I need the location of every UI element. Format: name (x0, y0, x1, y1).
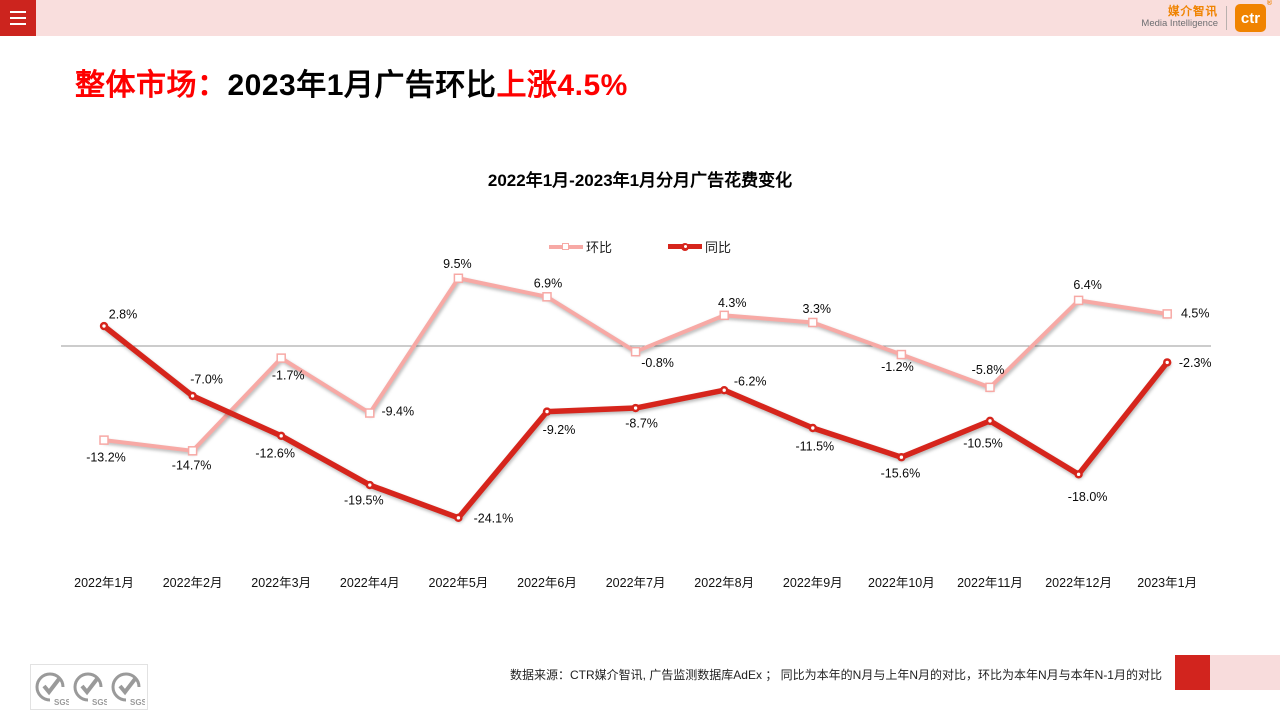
marker-环比 (542, 292, 552, 302)
x-axis-label: 2022年9月 (782, 576, 843, 590)
marker-环比 (985, 382, 995, 393)
x-axis-label: 2022年3月 (251, 576, 312, 590)
registered-mark: ® (1266, 0, 1272, 7)
huanbi-line-marker-icon (548, 240, 583, 254)
page-title: 整体市场：2023年1月广告环比上涨4.5% (75, 60, 628, 104)
x-axis-label: 2022年1月 (74, 576, 134, 590)
legend-item-huanbi: 环比 (548, 237, 612, 256)
x-axis-label: 2022年10月 (868, 576, 935, 590)
data-label-同比: 2.8% (109, 308, 138, 322)
brand-divider (1226, 6, 1227, 30)
x-axis: 2022年1月 2022年2月 2022年3月 2022年4月 2022年5月 2022年… (0, 572, 1280, 592)
data-label-同比: -2.3% (1179, 356, 1212, 370)
data-label-环比: -13.2% (86, 451, 126, 465)
marker-环比 (365, 408, 375, 418)
data-label-同比: -11.5% (795, 439, 834, 453)
data-label-同比: -10.5% (963, 436, 1003, 450)
svg-text:SGS: SGS (54, 698, 69, 707)
data-label-同比: -12.6% (255, 446, 295, 460)
brand-name-en: Media Intelligence (1141, 18, 1218, 30)
data-label-环比: -1.7% (272, 369, 305, 383)
data-label-同比: -7.0% (190, 372, 223, 386)
x-axis-label: 2023年1月 (1137, 576, 1198, 590)
marker-环比 (808, 317, 818, 328)
hamburger-menu-icon[interactable] (0, 0, 36, 36)
marker-环比 (187, 446, 198, 456)
x-axis-label: 2022年4月 (339, 576, 400, 590)
data-label-同比: -9.2% (543, 423, 576, 437)
x-axis-label: 2022年12月 (1045, 576, 1112, 590)
x-axis-label: 2022年8月 (694, 576, 755, 590)
line-chart: -13.2% -14.7% -1.7% -9.4% 9.5% 6.9% -0.8% 4.3% 3… (61, 257, 1212, 525)
sgs-badge-icon: SGS (109, 667, 145, 707)
marker-环比 (630, 346, 641, 357)
sgs-badge-icon: SGS (33, 667, 69, 707)
page-title-middle: 2023年1月广告环比 (227, 69, 497, 102)
data-source-note: 数据来源：CTR媒介智讯, 广告监测数据库AdEx ； 同比为本年的N月与上年N… (509, 668, 1162, 682)
x-axis-label: 2022年5月 (428, 576, 489, 590)
page-title-prefix: 整体市场： (75, 69, 228, 102)
marker-环比 (453, 273, 464, 284)
brand-name-cn: 媒介智讯 (1168, 6, 1218, 19)
x-axis-label: 2022年6月 (517, 576, 577, 590)
data-label-环比: 9.5% (443, 257, 472, 271)
data-label-同比: -6.2% (734, 375, 767, 389)
data-label-同比: -15.6% (881, 467, 921, 481)
data-label-环比: 4.3% (718, 296, 747, 310)
tongbi-line-marker-icon (668, 240, 702, 254)
svg-text:SGS: SGS (130, 698, 145, 707)
legend-label-tongbi: 同比 (705, 240, 732, 255)
x-axis-label: 2022年2月 (162, 576, 223, 590)
legend-label-huanbi: 环比 (585, 240, 612, 255)
marker-环比 (276, 353, 286, 363)
chart-legend: 环比 同比 (0, 237, 1280, 256)
x-axis-label: 2022年11月 (957, 576, 1023, 590)
marker-环比 (1162, 309, 1172, 319)
data-label-环比: -1.2% (881, 360, 914, 374)
data-label-同比: -8.7% (625, 417, 658, 431)
svg-text:SGS: SGS (92, 698, 107, 707)
data-label-环比: -5.8% (972, 363, 1005, 377)
sgs-certification-badges: SGS SGS SGS (30, 664, 148, 710)
corner-accent-pink (1210, 655, 1280, 690)
corner-accent-red (1175, 655, 1210, 690)
data-label-环比: -14.7% (172, 458, 212, 472)
data-label-环比: 3.3% (803, 302, 832, 316)
data-label-环比: 4.5% (1181, 306, 1210, 320)
x-axis-label: 2022年7月 (605, 576, 666, 590)
marker-环比 (99, 435, 109, 445)
marker-环比 (896, 349, 907, 360)
brand-logo: 媒介智讯 Media Intelligence ctr ® (1141, 0, 1272, 32)
data-label-同比: -18.0% (1068, 490, 1108, 504)
data-label-环比: -9.4% (381, 405, 414, 419)
data-label-同比: -19.5% (344, 494, 384, 508)
chart-title: 2022年1月-2023年1月分月广告花费变化 (487, 171, 793, 190)
ctr-logo: ctr ® (1235, 0, 1272, 32)
legend-item-tongbi: 同比 (668, 237, 731, 256)
sgs-badge-icon: SGS (71, 667, 107, 707)
data-label-环比: -0.8% (641, 356, 674, 370)
marker-环比 (1073, 295, 1084, 306)
data-label-同比: -24.1% (474, 511, 514, 525)
data-label-环比: 6.9% (534, 276, 563, 290)
data-label-环比: 6.4% (1073, 278, 1102, 292)
page-title-highlight: 上涨4.5% (496, 69, 628, 102)
marker-环比 (719, 310, 729, 321)
top-bar: 媒介智讯 Media Intelligence ctr ® (0, 0, 1280, 36)
